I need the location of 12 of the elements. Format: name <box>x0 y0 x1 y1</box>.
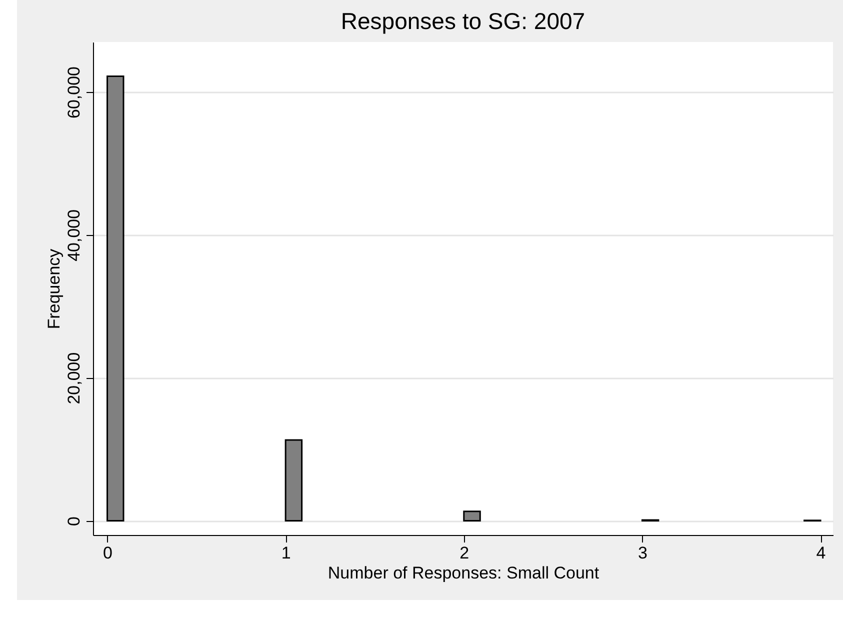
x-tick-label: 2 <box>460 544 470 562</box>
x-tick-label: 4 <box>816 544 826 562</box>
x-tick-label: 1 <box>281 544 291 562</box>
y-tick-label: 0 <box>64 516 84 526</box>
y-axis-title: Frequency <box>44 248 64 330</box>
y-tick-label: 20,000 <box>64 352 84 404</box>
x-tick-label: 3 <box>638 544 648 562</box>
chart-title: Responses to SG: 2007 <box>340 8 586 34</box>
y-tick-label: 40,000 <box>64 209 84 262</box>
x-tick-label: 0 <box>103 544 112 562</box>
y-tick-label: 60,000 <box>64 66 84 119</box>
x-axis-title: Number of Responses: Small Count <box>328 564 600 582</box>
